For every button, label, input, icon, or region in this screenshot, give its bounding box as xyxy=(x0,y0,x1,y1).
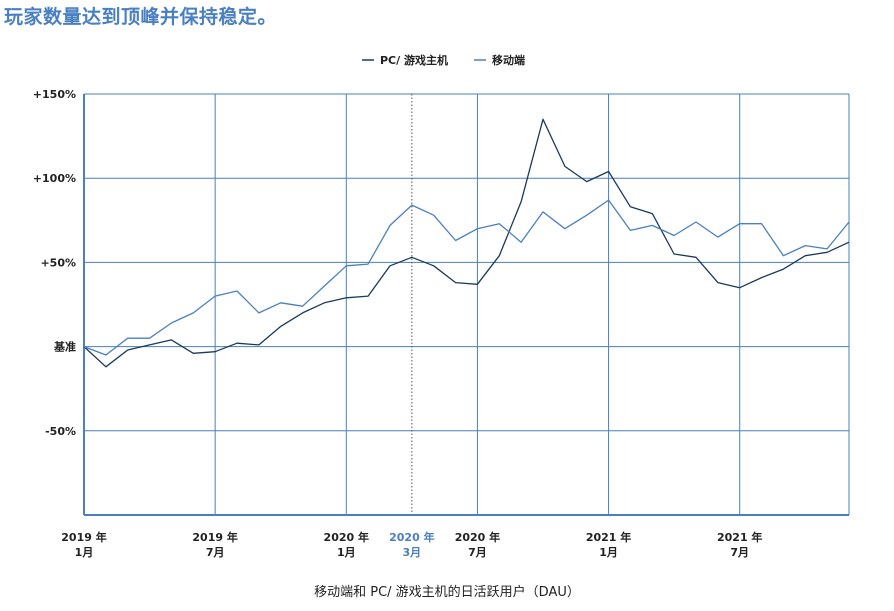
x-tick-label-year: 2021 年 xyxy=(717,530,762,544)
x-tick-label-year: 2020 年 xyxy=(455,530,500,544)
y-tick-label: +150% xyxy=(33,88,76,101)
x-tick-label-month: 1月 xyxy=(75,546,94,559)
x-tick-label-month: 7月 xyxy=(206,546,225,559)
series-line-1 xyxy=(83,199,850,356)
chart-caption: 移动端和 PC/ 游戏主机的日活跃用户（DAU） xyxy=(314,585,580,600)
legend-label-1: 移动端 xyxy=(492,53,525,67)
y-tick-label: -50% xyxy=(45,425,76,438)
chart-title: 玩家数量达到顶峰并保持稳定。 xyxy=(4,6,278,28)
series-line-0 xyxy=(83,118,850,368)
x-tick-label-month: 7月 xyxy=(730,546,749,559)
x-tick-label-month: 7月 xyxy=(468,546,487,559)
x-tick-label-month: 1月 xyxy=(337,546,356,559)
y-tick-label: +50% xyxy=(40,256,76,269)
x-tick-label-year: 2019 年 xyxy=(61,530,106,544)
x-tick-label-month: 1月 xyxy=(599,546,618,559)
x-tick-label-month: 3月 xyxy=(403,546,422,559)
x-tick-label-year: 2019 年 xyxy=(192,530,237,544)
y-tick-label: 基准 xyxy=(53,340,76,354)
legend-label-0: PC/ 游戏主机 xyxy=(380,53,448,67)
y-tick-label: +100% xyxy=(33,172,76,185)
x-tick-label-year: 2020 年 xyxy=(324,530,369,544)
x-tick-label-year: 2020 年 xyxy=(389,530,434,544)
x-tick-label-year: 2021 年 xyxy=(586,530,631,544)
legend: PC/ 游戏主机 移动端 xyxy=(362,53,525,67)
